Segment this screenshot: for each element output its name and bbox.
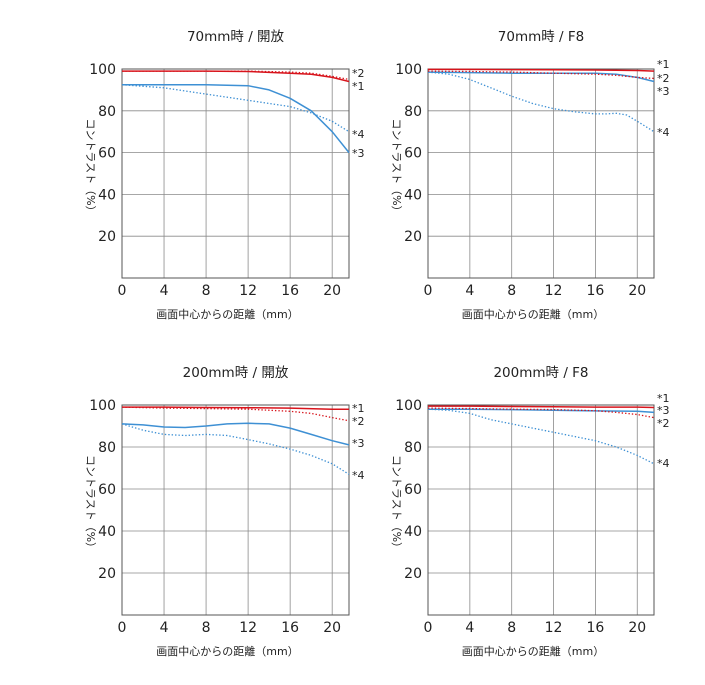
series-end-label: *2 [657, 417, 670, 430]
x-axis-label: 画面中心からの距離（mm） [462, 644, 604, 658]
x-tick-label: 0 [424, 283, 433, 299]
y-tick-label: 20 [98, 566, 116, 582]
y-tick-label: 20 [404, 566, 422, 582]
chart-title: 70mm時 / 開放 [187, 29, 285, 45]
y-tick-label: 80 [98, 440, 116, 456]
series-end-label: *2 [657, 72, 670, 85]
series-end-label: *1 [352, 80, 365, 93]
y-tick-label: 60 [98, 482, 116, 498]
chart-panel-4: 200mm時 / F8 0 4 8 12 16 20 20 40 60 80 100 画面中心からの距離… [390, 365, 670, 658]
x-tick-label: 20 [323, 620, 341, 636]
y-tick-label: 100 [89, 62, 116, 78]
series-end-label: *3 [352, 437, 365, 450]
y-tick-label: 40 [98, 524, 116, 540]
series-end-label: *1 [352, 402, 365, 415]
series-end-label: *1 [657, 392, 670, 405]
x-tick-label: 16 [281, 283, 299, 299]
chart-title: 200mm時 / 開放 [183, 365, 289, 381]
x-tick-label: 8 [202, 620, 211, 636]
chart-panel-3: 200mm時 / 開放 0 4 8 12 16 20 20 40 60 80 100 画面中心からの距離… [84, 365, 365, 658]
x-tick-label: 4 [160, 620, 169, 636]
y-tick-label: 80 [404, 440, 422, 456]
series-end-label: *3 [352, 147, 365, 160]
series-line-star1 [122, 406, 349, 410]
series-end-label: *3 [657, 404, 670, 417]
x-axis-label: 画面中心からの距離（mm） [156, 644, 298, 658]
y-tick-label: 20 [98, 229, 116, 245]
series-line-star4 [121, 84, 350, 133]
y-tick-label: 100 [395, 62, 422, 78]
x-tick-label: 20 [323, 283, 341, 299]
plot-frame [427, 404, 655, 616]
x-tick-label: 4 [160, 283, 169, 299]
series-end-label: *4 [352, 469, 365, 482]
series-end-label: *1 [657, 58, 670, 71]
plot-frame [121, 404, 350, 616]
y-tick-label: 60 [98, 146, 116, 162]
x-tick-label: 12 [545, 283, 563, 299]
x-tick-label: 16 [281, 620, 299, 636]
y-tick-label: 20 [404, 229, 422, 245]
plot-frame [121, 68, 350, 279]
x-tick-label: 8 [507, 620, 516, 636]
y-axis-label: コントラスト（%） [84, 455, 97, 553]
y-tick-label: 40 [404, 524, 422, 540]
series-line-star1 [428, 405, 655, 409]
y-axis-label: コントラスト（%） [390, 455, 403, 553]
x-tick-label: 0 [424, 620, 433, 636]
y-tick-label: 40 [404, 187, 422, 203]
y-tick-label: 60 [404, 482, 422, 498]
series-line-star4 [121, 423, 350, 475]
series-line-star3 [122, 83, 350, 154]
series-line-star2 [427, 407, 655, 419]
x-tick-label: 4 [465, 283, 474, 299]
y-axis-label: コントラスト（%） [84, 118, 97, 216]
x-axis-label: 画面中心からの距離（mm） [156, 307, 298, 321]
x-axis-label: 画面中心からの距離（mm） [462, 307, 604, 321]
series-line-star3 [121, 422, 350, 446]
x-tick-label: 4 [465, 620, 474, 636]
x-tick-label: 20 [628, 620, 646, 636]
series-end-label: *2 [352, 415, 365, 428]
chart-panel-1: 70mm時 / 開放 0 4 8 12 16 20 20 40 60 80 100 画面中心からの距離（… [84, 29, 365, 321]
x-tick-label: 16 [586, 283, 604, 299]
y-tick-label: 80 [98, 104, 116, 120]
x-tick-label: 12 [545, 620, 563, 636]
series-line-star2 [122, 70, 350, 81]
series-line-star2 [427, 70, 655, 80]
x-tick-label: 0 [118, 620, 127, 636]
x-tick-label: 8 [507, 283, 516, 299]
y-tick-label: 40 [98, 187, 116, 203]
series-end-label: *4 [657, 457, 670, 470]
plot-frame [427, 68, 655, 279]
series-line-star2 [121, 406, 350, 422]
chart-title: 200mm時 / F8 [493, 365, 588, 381]
series-line-star1 [428, 68, 655, 72]
x-tick-label: 0 [118, 283, 127, 299]
y-tick-label: 100 [395, 398, 422, 414]
y-axis-label: コントラスト（%） [390, 118, 403, 216]
x-tick-label: 20 [628, 283, 646, 299]
series-end-label: *4 [352, 128, 365, 141]
y-tick-label: 60 [404, 146, 422, 162]
y-tick-label: 80 [404, 104, 422, 120]
x-tick-label: 12 [239, 620, 257, 636]
series-line-star4 [427, 408, 655, 465]
series-line-star4 [427, 71, 655, 133]
series-end-label: *2 [352, 67, 365, 80]
chart-title: 70mm時 / F8 [498, 29, 584, 45]
series-line-star1 [122, 70, 350, 83]
series-end-label: *3 [657, 85, 670, 98]
x-tick-label: 16 [586, 620, 604, 636]
y-tick-label: 100 [89, 398, 116, 414]
x-tick-label: 8 [202, 283, 211, 299]
x-tick-label: 12 [239, 283, 257, 299]
series-end-label: *4 [657, 126, 670, 139]
chart-panel-2: 70mm時 / F8 0 4 8 12 16 20 20 40 60 80 100 画面中心からの距離（… [390, 29, 670, 321]
